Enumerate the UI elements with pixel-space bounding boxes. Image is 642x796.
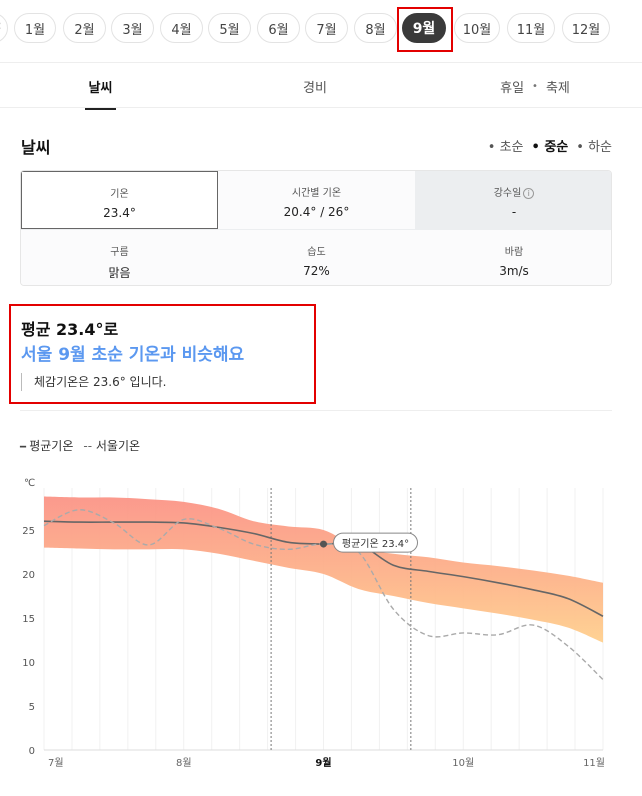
month-chip-9[interactable]: 9월 [402, 13, 446, 43]
x-tick-label: 10월 [452, 757, 474, 769]
month-chip-5[interactable]: 5월 [208, 13, 251, 43]
stat-wind-label: 바람 [504, 247, 524, 258]
tab-separator: • [532, 80, 538, 92]
stat-temperature[interactable]: 기온 23.4° [21, 171, 218, 229]
y-tick-label: 0 [29, 746, 35, 757]
month-chip-10[interactable]: 10월 [454, 13, 500, 43]
month-selector: ‹ 1월 2월 3월 4월 5월 6월 7월 8월 9월 10월 11월 12월 [0, 0, 642, 62]
info-icon[interactable]: i [523, 188, 535, 199]
tab-cost[interactable]: 경비 [303, 80, 327, 96]
month-chip-1[interactable]: 1월 [14, 13, 56, 43]
category-tabs: 날씨 경비 휴일 • 축제 [0, 62, 642, 110]
summary-feels-like: 체감기온은 23.6° 입니다. [21, 373, 166, 391]
section-title: 날씨 [21, 138, 51, 157]
temperature-chart: ℃ 0 5 10 15 20 25 평균기온 23.4° 7월 8월 9월 10월 11월 [22, 478, 605, 769]
stat-humidity-label: 습도 [307, 247, 326, 258]
summary-comparison: 서울 9월 초순 기온과 비슷해요 [21, 345, 245, 365]
summary-headline: 평균 23.4°로 [21, 320, 119, 339]
period-mid[interactable]: • 중순 [531, 140, 569, 155]
legend-average: 평균기온 [20, 437, 73, 454]
stat-rain-value: - [511, 205, 517, 219]
month-chip-3[interactable]: 3월 [111, 13, 154, 43]
x-tick-label: 9월 [315, 757, 331, 769]
period-late[interactable]: • 하순 [576, 140, 612, 155]
tab-holiday-festival[interactable]: 휴일 • 축제 [480, 63, 590, 109]
month-scroll-prev-button[interactable]: ‹ [0, 13, 8, 43]
stat-humidity-value: 72% [303, 264, 330, 278]
x-tick-label: 11월 [583, 757, 605, 769]
month-chip-7[interactable]: 7월 [305, 13, 348, 43]
x-tick-label: 7월 [48, 757, 64, 769]
summary-highlight [9, 304, 316, 404]
period-early[interactable]: • 초순 [487, 140, 524, 155]
stat-wind-value: 3m/s [499, 264, 529, 278]
stat-humidity[interactable]: 습도 72% [218, 229, 415, 285]
month-chip-2[interactable]: 2월 [63, 13, 106, 43]
temperature-range-band [44, 496, 603, 643]
annotation-bubble [333, 532, 418, 553]
annotation-point [320, 540, 327, 548]
stat-rain-days: 강수일 i - [415, 171, 611, 229]
month-chip-11[interactable]: 11월 [507, 13, 555, 43]
divider [20, 410, 612, 411]
month-chip-6[interactable]: 6월 [257, 13, 300, 43]
selected-month-highlight [397, 7, 453, 52]
y-tick-label: 25 [22, 526, 35, 537]
y-tick-label: 20 [22, 570, 35, 581]
period-selector: • 초순 • 중순 • 하순 [488, 136, 612, 155]
stat-hourly-value: 20.4° / 26° [283, 205, 350, 219]
stat-temperature-value: 23.4° [103, 206, 136, 220]
stat-cloud[interactable]: 구름 맑음 [21, 229, 218, 285]
stat-cloud-value: 맑음 [108, 266, 131, 280]
x-tick-label: 8월 [176, 757, 192, 769]
annotation-label: 평균기온 23.4° [342, 538, 409, 550]
weather-stats-grid: 기온 23.4° 시간별 기온 20.4° / 26° 강수일 i - 구름 맑음… [20, 170, 612, 286]
chart-legend: 평균기온 서울기온 [20, 437, 140, 454]
stat-cloud-label: 구름 [110, 247, 129, 258]
month-chip-8[interactable]: 8월 [354, 13, 397, 43]
tab-weather[interactable]: 날씨 [85, 63, 116, 110]
y-axis-unit: ℃ [24, 478, 35, 489]
y-tick-label: 15 [22, 614, 35, 625]
tab-festival-label: 축제 [545, 80, 570, 96]
stat-wind[interactable]: 바람 3m/s [415, 229, 611, 285]
stat-hourly-label: 시간별 기온 [291, 188, 342, 199]
month-chip-12[interactable]: 12월 [562, 13, 610, 43]
chevron-left-icon: ‹ [0, 18, 2, 34]
y-tick-label: 10 [22, 658, 35, 669]
y-tick-label: 5 [29, 702, 35, 713]
month-chip-4[interactable]: 4월 [160, 13, 203, 43]
stat-temperature-label: 기온 [110, 189, 129, 200]
stat-hourly-temperature[interactable]: 시간별 기온 20.4° / 26° [218, 171, 415, 229]
tab-holiday-label: 휴일 [500, 80, 525, 96]
stat-rain-label: 강수일 [493, 188, 522, 199]
legend-seoul: 서울기온 [83, 437, 140, 454]
